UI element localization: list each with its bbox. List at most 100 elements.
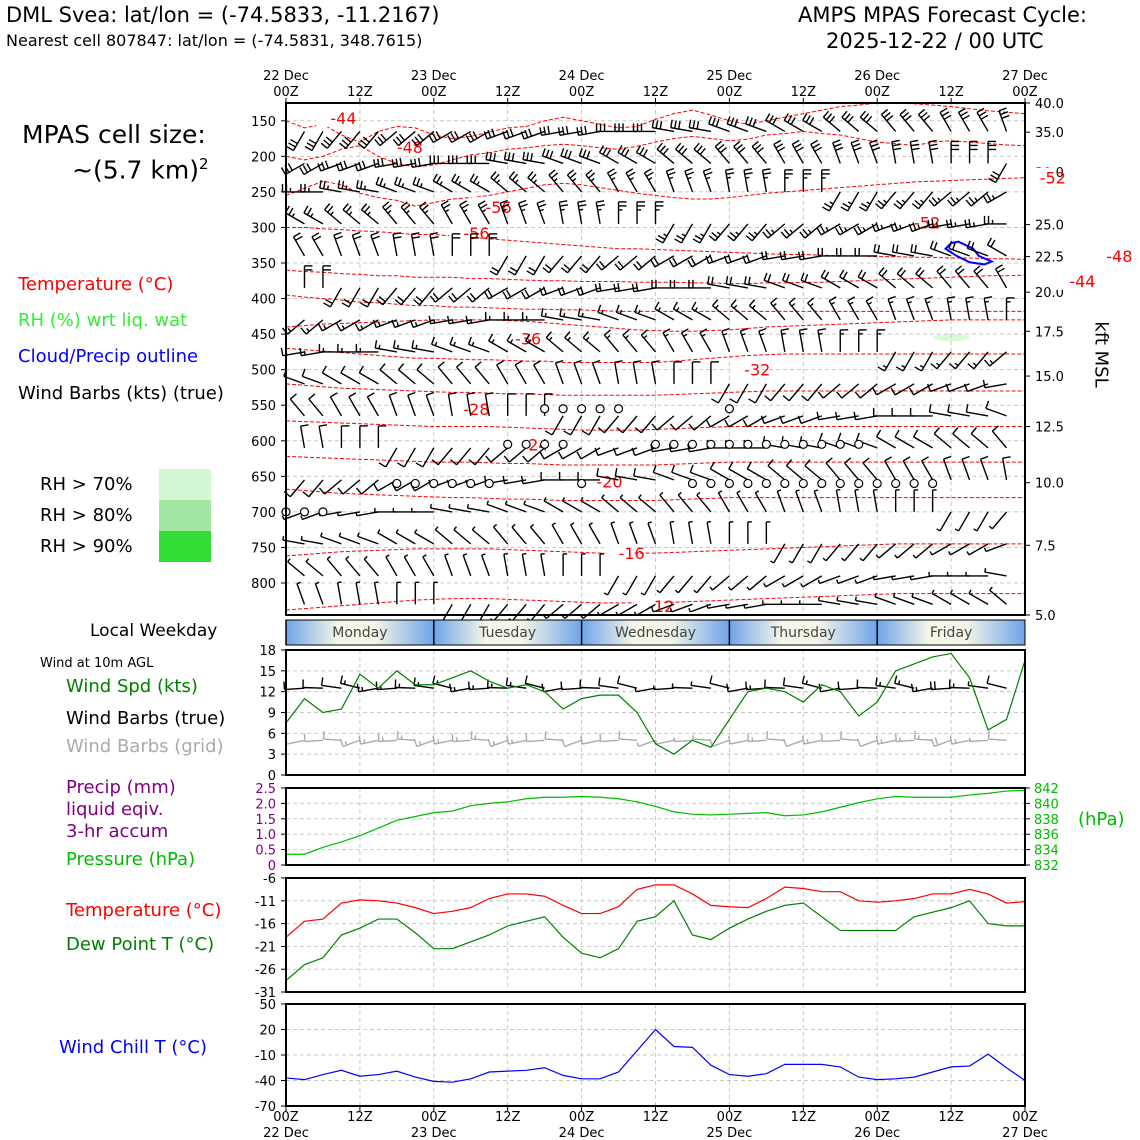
barb-staff	[770, 383, 786, 402]
barb-flag	[370, 231, 379, 236]
wind-barb	[761, 168, 772, 193]
barb-flag	[910, 683, 914, 692]
wind-barb	[336, 319, 361, 332]
wind-barb	[674, 575, 693, 594]
barb-half	[805, 680, 808, 685]
wind-barb	[428, 130, 453, 144]
wind-barb	[896, 267, 915, 289]
barb-flag	[899, 108, 907, 116]
wind-barb	[884, 456, 897, 481]
wind-barb	[691, 301, 712, 321]
barb-staff	[931, 687, 952, 691]
barb-staff	[989, 589, 1007, 605]
wind-barb	[817, 596, 841, 606]
barb-staff	[766, 738, 785, 741]
temp-contour-label: -32	[744, 361, 770, 380]
wind-barb	[358, 365, 379, 385]
barb-flag	[308, 138, 317, 145]
wind-barb	[876, 429, 897, 449]
barb-half	[736, 490, 741, 494]
wind-barb-grid	[599, 733, 619, 743]
barb-staff	[481, 554, 490, 577]
barb-flag	[799, 231, 806, 239]
barb-flag	[509, 266, 518, 273]
barb-half	[551, 522, 556, 526]
wind-barb	[526, 255, 546, 276]
wind-barb	[912, 429, 933, 449]
barb-flag	[853, 227, 859, 236]
barb-flag	[319, 424, 328, 427]
barb-half	[326, 555, 331, 560]
barb-flag	[950, 196, 957, 204]
barb-staff	[783, 575, 804, 588]
barb-flag	[990, 174, 998, 180]
barb-staff	[503, 554, 509, 577]
wind-barb	[357, 532, 379, 545]
barb-half	[424, 210, 429, 214]
barb-flag	[377, 136, 384, 144]
wind-barb	[354, 160, 379, 172]
wind-barb	[869, 139, 881, 164]
barb-half	[724, 604, 727, 609]
barb-staff	[403, 556, 416, 577]
barb-half	[676, 307, 680, 312]
barb-flag	[910, 244, 914, 253]
barb-flag	[511, 153, 515, 162]
wind-barb	[998, 107, 1010, 132]
barb-flag	[429, 295, 436, 303]
barb-flag	[491, 128, 496, 137]
barb-staff	[765, 575, 786, 588]
barb-half	[579, 208, 584, 211]
barb-flag	[487, 738, 492, 747]
barb-half	[323, 325, 327, 330]
barb-half	[715, 304, 719, 309]
barb-flag	[656, 142, 663, 150]
wind-barb	[471, 526, 490, 545]
wind-barb-true	[375, 681, 397, 691]
wind-barb	[873, 244, 896, 257]
wind-barb	[945, 383, 970, 393]
barb-flag	[797, 415, 802, 424]
barb-staff	[488, 340, 509, 353]
barb-half	[466, 504, 469, 509]
barb-flag	[317, 163, 322, 172]
barb-half	[795, 489, 800, 492]
wind-barb	[902, 456, 915, 481]
barb-flag	[878, 267, 885, 275]
barb-flag	[914, 366, 922, 372]
barb-flag	[650, 259, 656, 268]
barb-flag	[765, 113, 771, 121]
wind-barb	[770, 297, 786, 321]
wind-barb	[839, 329, 849, 352]
wind-barb	[887, 295, 897, 321]
barb-staff	[596, 475, 619, 481]
wind-barb-true	[634, 687, 656, 693]
calm-circle	[687, 478, 698, 489]
barb-flag	[627, 171, 636, 177]
barb-staff	[493, 526, 509, 545]
wind-barb	[622, 575, 638, 596]
barb-flag	[923, 115, 931, 122]
barb-flag	[659, 121, 663, 130]
barb-staff	[689, 126, 712, 133]
barb-half	[296, 581, 301, 585]
wind-barb	[529, 523, 546, 545]
barb-staff	[314, 583, 324, 605]
barb-half	[360, 325, 364, 330]
barb-staff	[939, 511, 952, 532]
barb-staff	[469, 687, 490, 691]
barb-half	[659, 491, 664, 496]
wind-barb	[407, 391, 416, 417]
barb-staff	[506, 340, 527, 353]
barb-half	[300, 515, 303, 520]
wind-barb	[336, 581, 343, 605]
barb-staff	[984, 383, 1007, 389]
top-time-label: 00Z	[421, 85, 447, 100]
top-time-label: 00Z	[569, 85, 595, 100]
wind-barb	[688, 119, 712, 133]
barb-flag	[684, 167, 693, 172]
wind-barb	[985, 400, 1007, 417]
barb-flag	[616, 427, 624, 434]
barb-staff	[412, 347, 434, 353]
wind-barb	[726, 116, 749, 133]
